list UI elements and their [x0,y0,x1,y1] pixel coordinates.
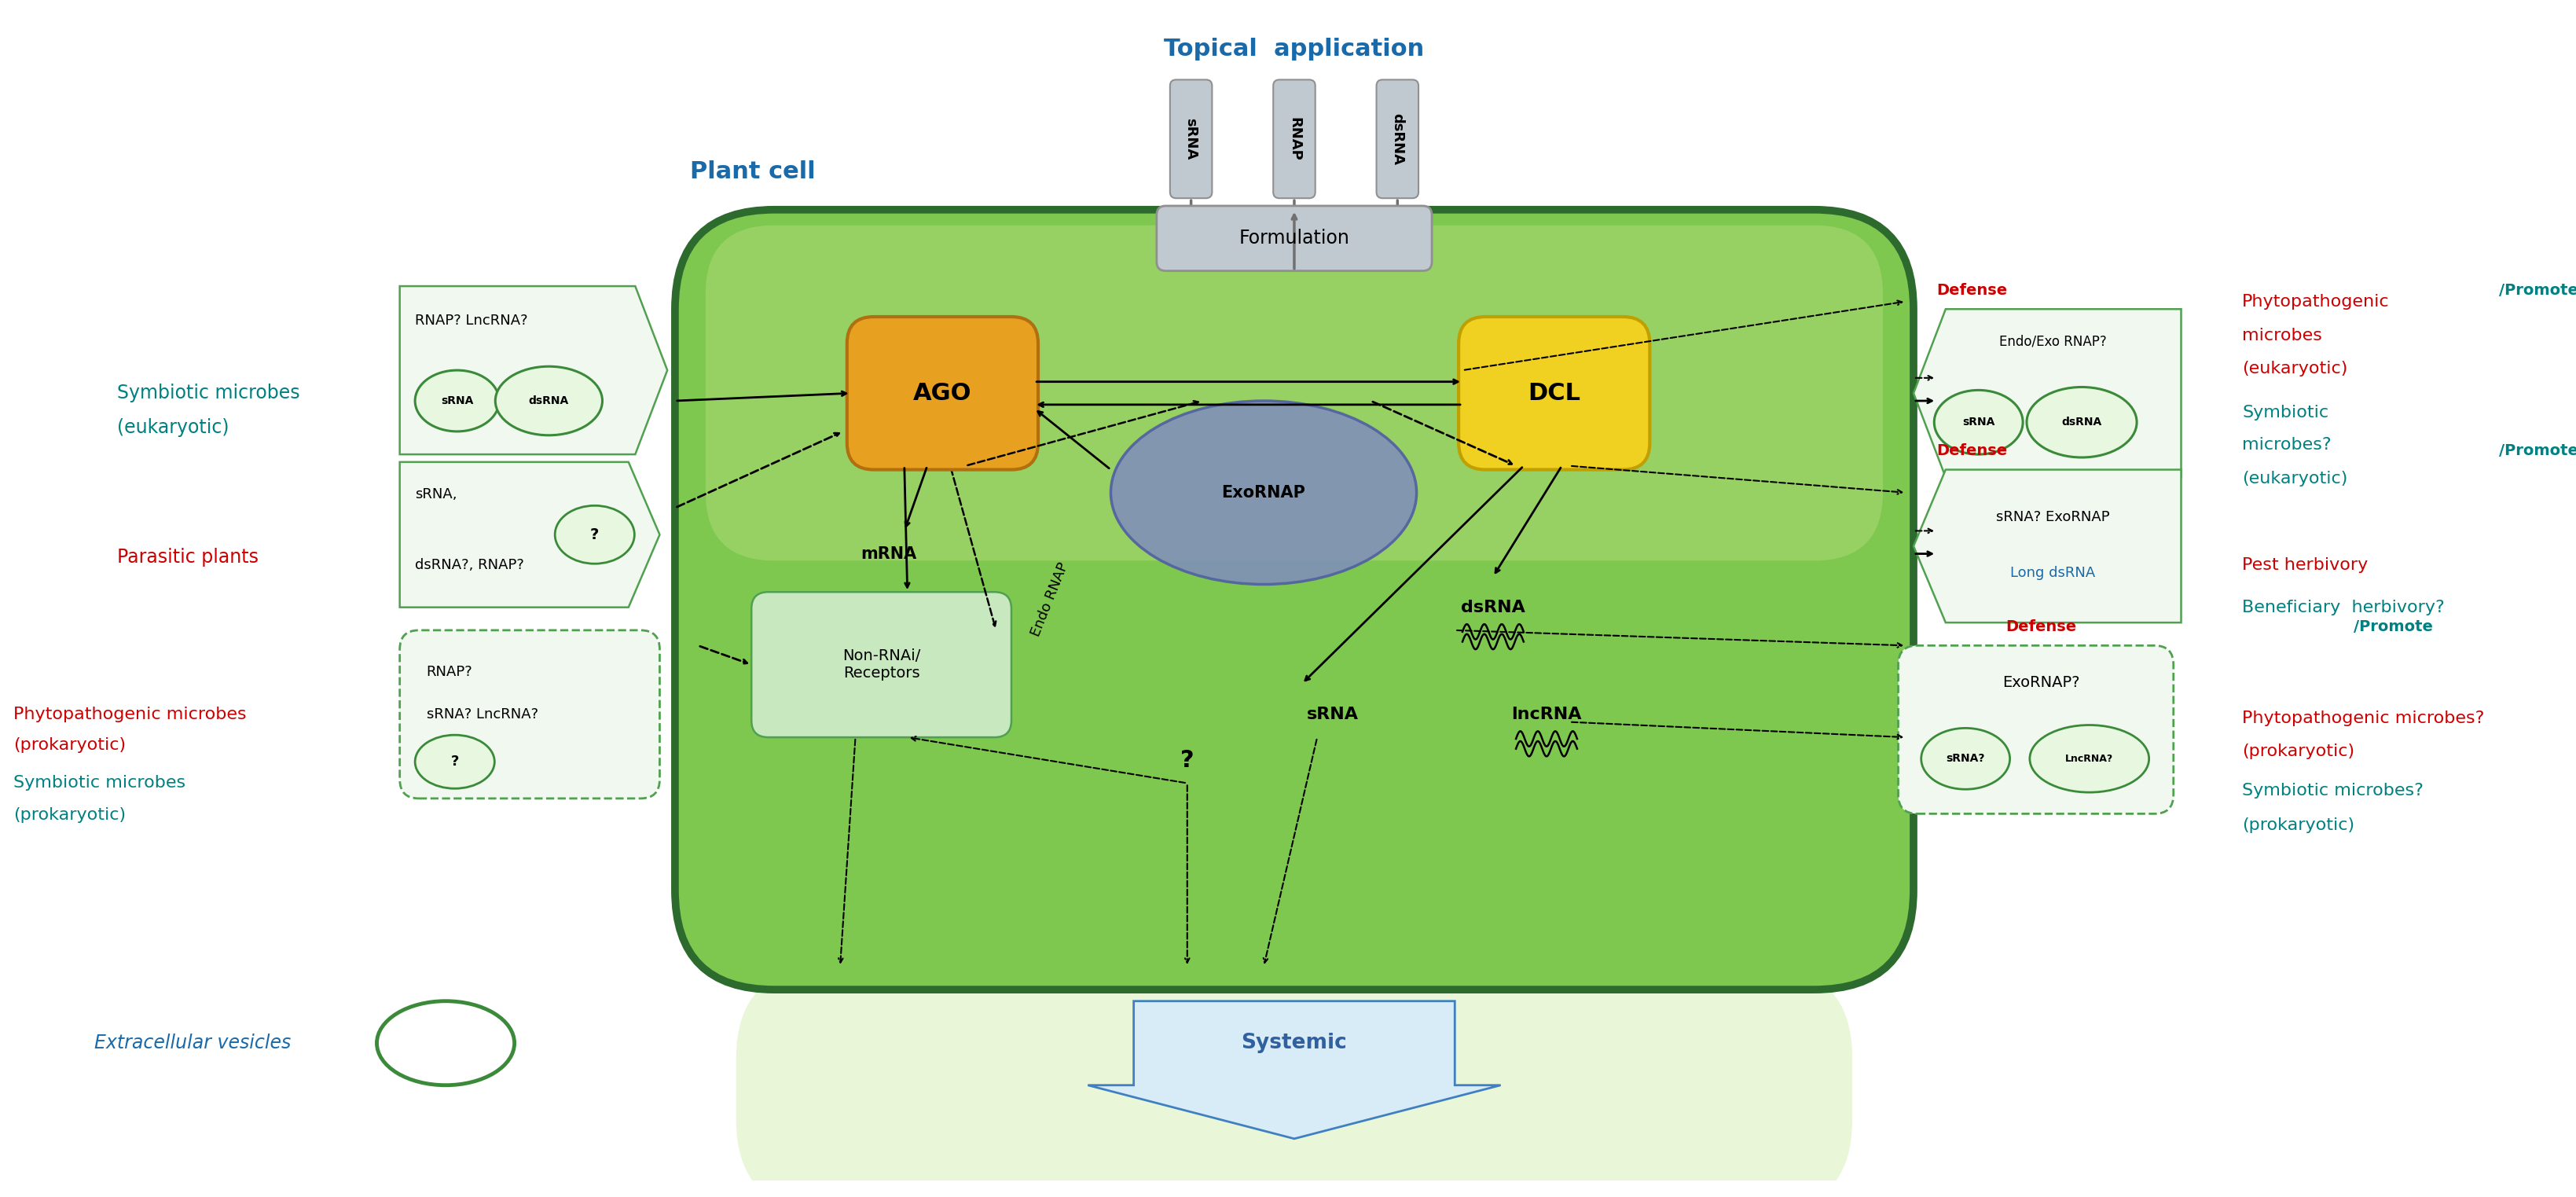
Text: /Promote: /Promote [2354,619,2434,634]
Ellipse shape [376,1001,515,1086]
Ellipse shape [415,735,495,789]
Text: Long dsRNA: Long dsRNA [2009,566,2094,581]
Text: sRNA: sRNA [1963,417,1994,427]
Text: Parasitic plants: Parasitic plants [116,548,258,567]
Text: AGO: AGO [914,382,971,405]
Text: (prokaryotic): (prokaryotic) [13,737,126,753]
Text: /Promote: /Promote [2499,282,2576,298]
Text: RNAP? LncRNA?: RNAP? LncRNA? [415,314,528,328]
Ellipse shape [2027,387,2136,457]
Text: ?: ? [1180,749,1195,772]
Text: ExoRNAP?: ExoRNAP? [2002,675,2079,689]
Text: ?: ? [590,527,600,542]
Ellipse shape [2030,725,2148,792]
FancyBboxPatch shape [1273,80,1316,199]
Text: (prokaryotic): (prokaryotic) [2241,818,2354,833]
Text: Endo/Exo RNAP?: Endo/Exo RNAP? [1999,334,2107,348]
Text: sRNA: sRNA [1185,119,1198,160]
Text: Topical  application: Topical application [1164,37,1425,60]
Text: Symbiotic microbes: Symbiotic microbes [13,776,185,791]
Text: sRNA? ExoRNAP: sRNA? ExoRNAP [1996,510,2110,524]
Text: mRNA: mRNA [860,546,917,561]
Text: Defense: Defense [1937,282,2007,298]
FancyBboxPatch shape [1170,80,1213,199]
Text: microbes?: microbes? [2241,437,2331,452]
Text: sRNA? LncRNA?: sRNA? LncRNA? [428,707,538,722]
FancyBboxPatch shape [848,317,1038,469]
Text: DCL: DCL [1528,382,1582,405]
Text: lncRNA: lncRNA [1512,706,1582,722]
Text: RNAP: RNAP [1288,117,1301,160]
Text: sRNA: sRNA [1306,706,1358,722]
FancyBboxPatch shape [737,967,1852,1197]
Text: Systemic: Systemic [1242,1033,1347,1053]
Text: dsRNA: dsRNA [528,395,569,406]
Text: microbes: microbes [2241,328,2324,344]
Ellipse shape [1935,390,2022,455]
FancyBboxPatch shape [675,209,1914,990]
Text: Defense: Defense [1937,443,2007,458]
FancyBboxPatch shape [752,593,1012,737]
Text: /Promote: /Promote [2499,443,2576,458]
FancyBboxPatch shape [399,631,659,798]
Polygon shape [1914,469,2182,622]
Text: RNAP?: RNAP? [428,666,471,680]
Text: dsRNA?, RNAP?: dsRNA?, RNAP? [415,558,523,572]
Text: (prokaryotic): (prokaryotic) [2241,743,2354,759]
Text: (eukaryotic): (eukaryotic) [116,418,229,437]
Text: sRNA,: sRNA, [415,487,456,502]
Ellipse shape [1110,401,1417,584]
Text: dsRNA: dsRNA [1461,600,1525,615]
Ellipse shape [1922,728,2009,789]
Text: sRNA?: sRNA? [1945,753,1986,764]
Polygon shape [399,462,659,607]
FancyBboxPatch shape [1157,206,1432,271]
Text: Endo RNAP: Endo RNAP [1028,560,1072,639]
Text: Beneficiary  herbivory?: Beneficiary herbivory? [2241,600,2445,615]
Polygon shape [1914,309,2182,478]
Text: LncRNA?: LncRNA? [2066,754,2112,764]
Ellipse shape [495,366,603,436]
Ellipse shape [554,505,634,564]
Text: Symbiotic microbes: Symbiotic microbes [116,384,299,402]
Text: Symbiotic: Symbiotic [2241,405,2329,420]
FancyBboxPatch shape [706,225,1883,560]
FancyBboxPatch shape [1458,317,1649,469]
Text: Formulation: Formulation [1239,229,1350,248]
Text: Symbiotic microbes?: Symbiotic microbes? [2241,783,2424,798]
Text: Defense: Defense [2007,619,2076,634]
Text: (eukaryotic): (eukaryotic) [2241,360,2347,377]
Text: ?: ? [451,754,459,768]
FancyBboxPatch shape [1899,645,2174,814]
Text: (eukaryotic): (eukaryotic) [2241,470,2347,487]
Polygon shape [399,286,667,455]
Text: Plant cell: Plant cell [690,160,817,183]
Ellipse shape [415,370,500,431]
Text: Non-RNAi/
Receptors: Non-RNAi/ Receptors [842,649,920,681]
Text: (prokaryotic): (prokaryotic) [13,808,126,824]
Text: Extracellular vesicles: Extracellular vesicles [93,1034,291,1052]
Polygon shape [1087,1001,1502,1138]
Text: Pest herbivory: Pest herbivory [2241,558,2367,573]
Text: dsRNA: dsRNA [2061,417,2102,427]
Text: ExoRNAP: ExoRNAP [1221,485,1306,500]
Text: Phytopathogenic microbes?: Phytopathogenic microbes? [2241,710,2486,727]
Text: dsRNA: dsRNA [1391,113,1404,165]
Text: sRNA: sRNA [440,395,474,406]
Text: Phytopathogenic: Phytopathogenic [2241,293,2391,309]
Text: Phytopathogenic microbes: Phytopathogenic microbes [13,706,247,722]
FancyBboxPatch shape [1376,80,1419,199]
